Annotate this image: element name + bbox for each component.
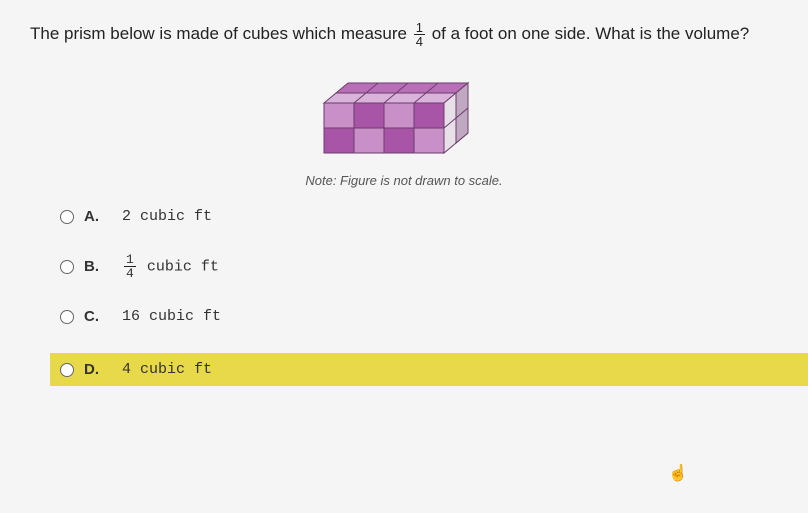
option-text: 4 cubic ft [122,361,212,378]
figure-note: Note: Figure is not drawn to scale. [30,173,778,188]
option-letter: D. [84,361,104,378]
prism-figure: Note: Figure is not drawn to scale. [30,73,778,188]
question-text: The prism below is made of cubes which m… [30,20,778,48]
question-prefix: The prism below is made of cubes which m… [30,24,412,43]
question-fraction: 1 4 [414,21,425,48]
pointer-cursor-icon: ☝ [668,463,688,483]
options-list: A. 2 cubic ft B. 1 4 cubic ft C. 16 cubi… [60,208,778,386]
prism-svg [314,73,494,163]
radio-b[interactable] [60,260,74,274]
option-fraction: 1 4 [124,253,136,280]
option-b[interactable]: B. 1 4 cubic ft [60,253,778,280]
option-text: 16 cubic ft [122,308,221,325]
option-c[interactable]: C. 16 cubic ft [60,308,778,325]
fraction-denominator: 4 [124,267,136,280]
option-text-suffix: cubic ft [147,258,219,275]
fraction-denominator: 4 [414,35,425,48]
question-suffix: of a foot on one side. What is the volum… [432,24,750,43]
radio-a[interactable] [60,210,74,224]
option-letter: A. [84,208,104,225]
option-a[interactable]: A. 2 cubic ft [60,208,778,225]
radio-d[interactable] [60,363,74,377]
option-letter: C. [84,308,104,325]
option-text: 1 4 cubic ft [122,253,219,280]
option-letter: B. [84,258,104,275]
fraction-numerator: 1 [124,253,136,267]
fraction-numerator: 1 [414,21,425,35]
radio-c[interactable] [60,310,74,324]
option-d[interactable]: D. 4 cubic ft [50,353,808,386]
option-text: 2 cubic ft [122,208,212,225]
